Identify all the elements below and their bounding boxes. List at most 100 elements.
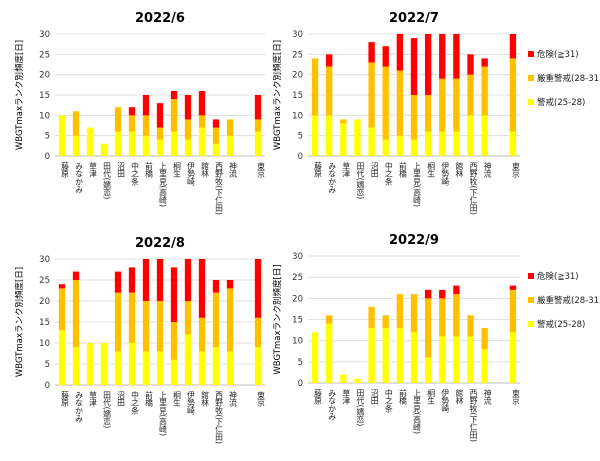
bar-segment [340, 119, 347, 124]
legend-label-danger: 危険(≧31) [537, 271, 579, 282]
y-tick-label: 25 [292, 273, 303, 283]
bar-segment [410, 38, 418, 95]
x-tick-label: 中之条 [130, 390, 139, 415]
bar-segment [254, 119, 262, 132]
legend-label-severe: 厳重警戒(28-31) [537, 73, 600, 84]
bar-segment [396, 294, 404, 328]
bar-segment [170, 359, 178, 385]
x-tick-label: 神流 [228, 390, 237, 408]
bar-segment [198, 351, 206, 385]
y-tick-label: 10 [39, 111, 50, 121]
bar-segment [410, 332, 418, 383]
bar-segment [509, 131, 517, 156]
bar-segment [128, 267, 136, 293]
bar-segment [439, 298, 446, 337]
x-tick-label: 館林 [200, 161, 209, 179]
bar-segment [114, 351, 122, 385]
x-tick-label: みなかみ [328, 162, 337, 193]
bar-segment [72, 135, 80, 156]
bar-segment [72, 347, 80, 385]
legend-label-warning: 警戒(25-28) [537, 97, 585, 108]
bar-segment [410, 139, 418, 156]
y-tick-label: 15 [292, 91, 303, 101]
bar-segment [72, 271, 80, 280]
y-axis-label: WBGTmaxランク別頻度[日] [272, 40, 283, 150]
x-tick-label: 館林 [455, 161, 464, 179]
bar-segment [226, 119, 234, 136]
x-tick-label: 神流 [483, 388, 492, 406]
bar-segment [453, 294, 460, 337]
bar-segment [453, 78, 460, 132]
bar-segment [226, 135, 234, 156]
bar-segment [396, 70, 404, 136]
x-tick-label: 上里見(高崎) [158, 162, 167, 207]
bar-segment [254, 259, 262, 318]
x-tick-label: 沼田 [370, 389, 379, 406]
y-tick-label: 0 [45, 152, 50, 162]
bar-segment [170, 267, 178, 322]
x-tick-label: 前橋 [144, 161, 153, 179]
bar-segment [467, 54, 474, 75]
bar-segment [439, 78, 446, 132]
x-tick-label: 館林 [455, 388, 464, 406]
x-tick-label: 中之条 [130, 161, 139, 186]
x-tick-label: 上里見(高崎) [412, 389, 421, 434]
bar-segment [410, 95, 418, 140]
x-tick-label: 伊勢崎 [186, 161, 195, 186]
bar-segment [368, 42, 375, 63]
y-tick-label: 15 [292, 316, 303, 326]
bar-segment [184, 119, 192, 140]
y-tick-label: 25 [39, 50, 50, 60]
bar-segment [311, 58, 319, 116]
y-tick-label: 5 [298, 358, 303, 368]
bar-segment [212, 347, 220, 385]
bar-segment [311, 115, 319, 156]
x-tick-label: 藤原 [60, 161, 69, 178]
bar-segment [170, 131, 178, 156]
legend-label-warning: 警戒(25-28) [537, 319, 585, 330]
x-tick-label: 東京 [511, 161, 520, 179]
bar-segment [114, 292, 122, 352]
y-tick-label: 15 [39, 91, 50, 101]
bar-segment [142, 259, 150, 301]
bar-segment [156, 259, 164, 301]
bar-segment [396, 34, 404, 71]
y-tick-label: 30 [292, 30, 303, 40]
bar-segment [72, 280, 80, 348]
chart-panel-1: 2022/6 0 5 10 15 20 25 30 WBGTmaxランク別頻度[日] 藤原 みなかみ… [14, 11, 266, 215]
bar-segment [439, 289, 446, 299]
bar-segment [198, 317, 206, 352]
legend-label-severe: 厳重警戒(28-31) [537, 295, 600, 306]
x-tick-label: 沼田 [116, 391, 125, 408]
bar-segment [156, 139, 164, 156]
bar-segment [340, 374, 347, 383]
x-tick-label: 伊勢崎 [186, 390, 195, 415]
bar-segment [424, 289, 432, 299]
bar-segment [100, 143, 108, 156]
bar-segment [184, 95, 192, 120]
bar-segment [453, 34, 460, 79]
legend-swatch-severe [528, 75, 534, 81]
bar-segment [481, 327, 488, 350]
x-tick-label: 前橋 [398, 388, 407, 406]
bar-segment [368, 62, 375, 128]
bar-segment [467, 315, 474, 337]
x-tick-label: 桐生 [427, 161, 436, 178]
y-axis-label: WBGTmaxランク別頻度[日] [272, 264, 283, 374]
y-tick-label: 10 [39, 339, 50, 349]
bar-segment [439, 131, 446, 156]
bar-segment [509, 332, 517, 383]
bar-segment [156, 127, 164, 140]
bar-segment [114, 271, 122, 293]
legend-label-danger: 危険(≧31) [537, 49, 579, 60]
bar-segment [254, 95, 262, 120]
y-tick-label: 5 [45, 360, 50, 370]
bar-segment [453, 336, 460, 383]
x-tick-label: みなかみ [74, 391, 83, 422]
bar-segment [156, 351, 164, 385]
x-tick-label: 沼田 [116, 162, 125, 179]
bar-segment [212, 119, 220, 128]
x-tick-label: 西野牧(下仁田) [469, 389, 478, 442]
bar-segment [439, 336, 446, 383]
bar-segment [156, 103, 164, 128]
